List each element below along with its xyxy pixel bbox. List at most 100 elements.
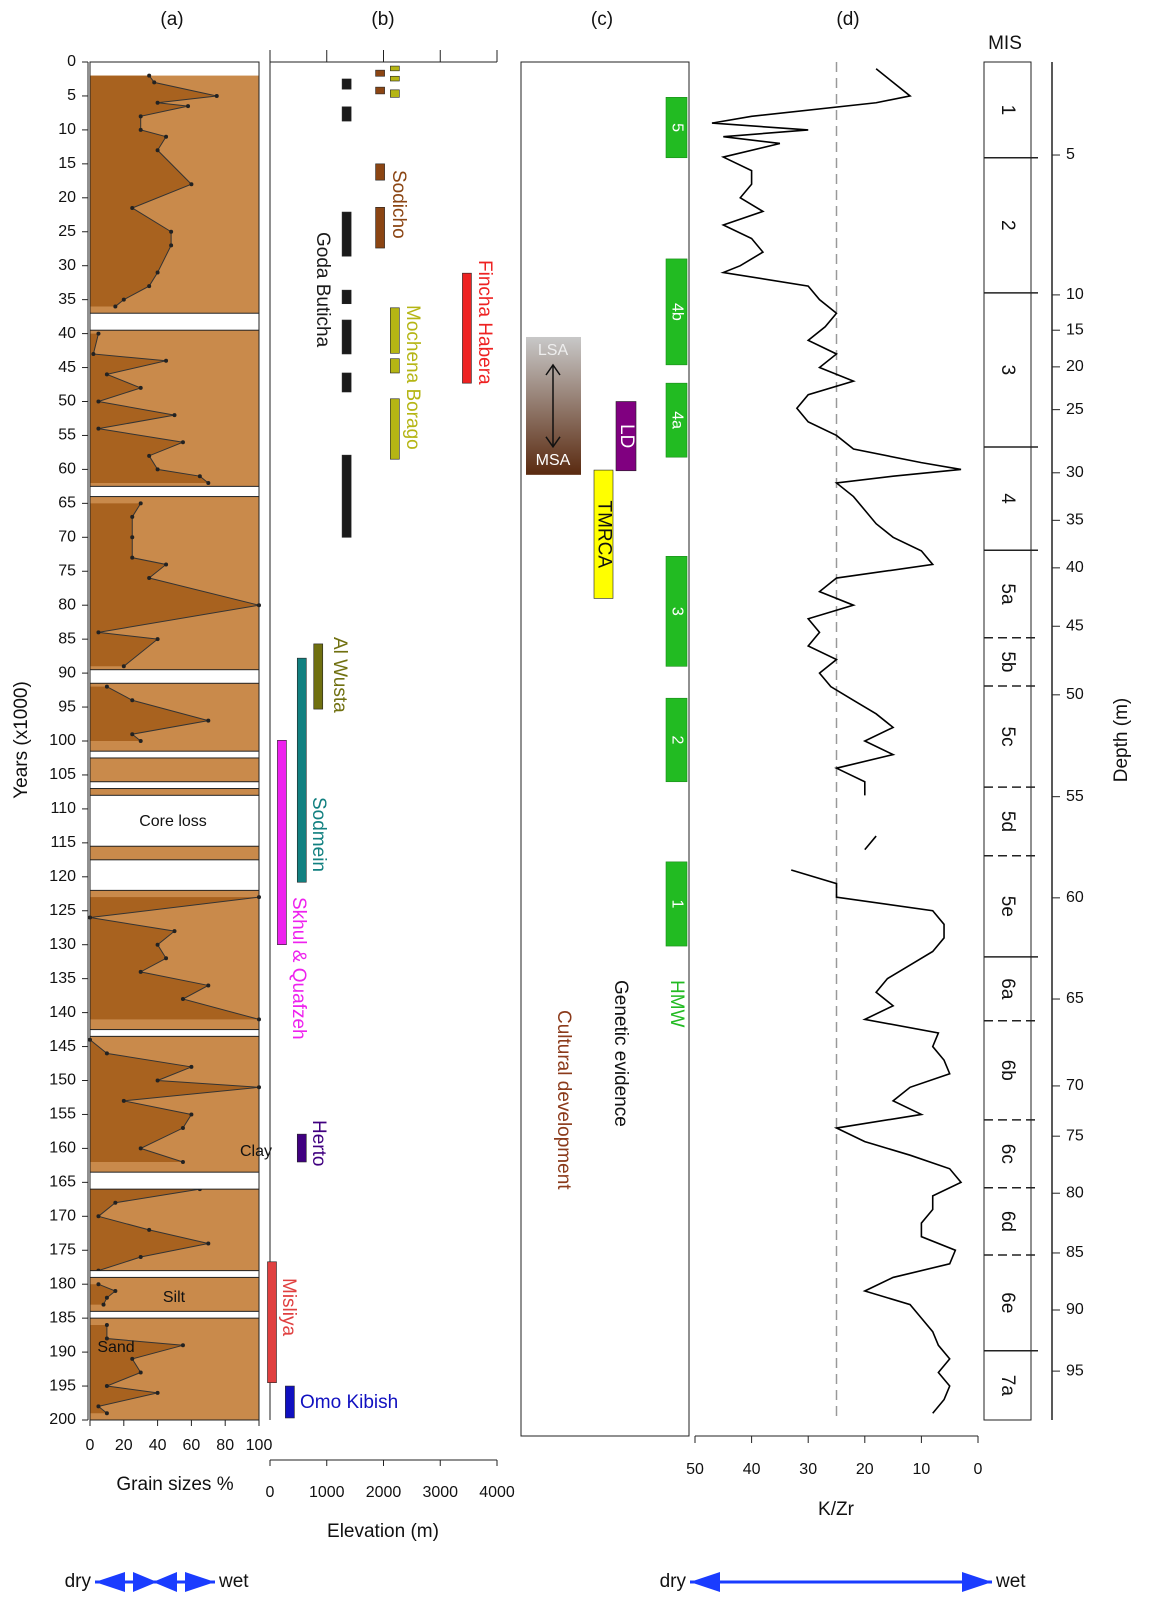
grain-size-point	[164, 562, 169, 567]
depth-tick-label: 60	[1066, 889, 1084, 906]
depth-tick-label: 35	[1066, 512, 1084, 529]
y-tick-label: 135	[49, 970, 76, 987]
grain-size-point	[121, 297, 126, 302]
grain-size-point	[104, 1295, 109, 1300]
grain-size-point	[130, 535, 135, 540]
site-age-range	[390, 65, 400, 72]
arrow-head	[153, 1572, 177, 1592]
y-tick-label: 120	[49, 868, 76, 885]
y-tick-label: 45	[58, 359, 76, 376]
site-age-range	[375, 69, 385, 77]
y-tick-label: 185	[49, 1309, 76, 1326]
y-tick-label: 115	[50, 834, 76, 851]
fine-fraction-fill	[90, 897, 259, 1020]
grain-size-point	[130, 698, 135, 703]
site-label: Misliya	[278, 1278, 299, 1336]
y-tick-label: 155	[49, 1106, 76, 1123]
y-tick-label: 35	[58, 291, 76, 308]
grain-size-point	[155, 942, 160, 947]
mis-frame	[983, 61, 1032, 1421]
grain-size-point	[104, 1322, 109, 1327]
x-tick-label: 100	[246, 1437, 273, 1454]
core-gap	[89, 1171, 260, 1190]
grain-size-point	[155, 270, 160, 275]
y-tick-label: 95	[58, 698, 76, 715]
y-tick-label: 145	[49, 1038, 76, 1055]
site-label: Goda Buticha	[312, 232, 333, 348]
grain-size-point	[155, 1390, 160, 1395]
grain-size-point	[180, 1159, 185, 1164]
site-age-range	[313, 643, 324, 710]
y-tick-label: 80	[58, 596, 76, 613]
site-label: Herto	[308, 1120, 329, 1166]
annotation: Sand	[97, 1339, 134, 1356]
arrow-head	[690, 1572, 720, 1592]
site-age-range	[341, 319, 352, 355]
grain-size-point	[101, 1302, 106, 1307]
grain-size-point	[164, 358, 169, 363]
depth-tick-label: 70	[1066, 1077, 1084, 1094]
core-gap	[89, 1029, 260, 1037]
y-tick-label: 30	[58, 257, 76, 274]
grain-size-point	[214, 93, 219, 98]
arrow-head	[133, 1572, 157, 1592]
site-age-range	[267, 1261, 277, 1383]
core-gap	[89, 312, 260, 331]
stage-label: 7a	[997, 1375, 1018, 1397]
kzr-line	[711, 68, 963, 1414]
y-tick-label: 105	[49, 766, 76, 783]
arrow-head	[185, 1572, 215, 1592]
site-age-range	[341, 454, 352, 538]
grain-size-point	[164, 134, 169, 139]
genetic-box	[615, 401, 637, 472]
site-age-range	[390, 75, 400, 82]
stage-label: 3	[997, 365, 1018, 376]
depth-tick-label: 95	[1066, 1362, 1084, 1379]
site-age-range	[285, 1385, 295, 1419]
grain-size-point	[138, 1146, 143, 1151]
site-age-range	[296, 1133, 307, 1163]
grain-size-point	[189, 1112, 194, 1117]
x-tick-label: 0	[266, 1484, 275, 1501]
hmw-box	[665, 556, 688, 667]
grain-size-point	[172, 929, 177, 934]
x-tick-label: 30	[799, 1461, 817, 1478]
stage-label: 5c	[997, 727, 1018, 747]
y-tick-label: 90	[58, 664, 76, 681]
y-axis-title: Years (x1000)	[11, 681, 32, 799]
x-axis-title: Grain sizes %	[116, 1474, 233, 1495]
y-tick-label: 75	[58, 562, 76, 579]
site-label: Sodicho	[388, 170, 409, 239]
y-tick-label: 165	[49, 1174, 76, 1191]
x-axis-title: Elevation (m)	[327, 1521, 439, 1542]
y-tick-label: 140	[49, 1004, 76, 1021]
site-age-range	[341, 78, 352, 90]
x-axis-title: K/Zr	[818, 1499, 855, 1520]
hmw-label: 4a	[668, 411, 685, 429]
depth-tick-label: 40	[1066, 559, 1084, 576]
y-tick-label: 65	[58, 495, 76, 512]
grain-size-point	[138, 969, 143, 974]
grain-size-point	[113, 1288, 118, 1293]
depth-axis-title: Depth (m)	[1111, 698, 1132, 782]
y-tick-label: 50	[58, 393, 76, 410]
x-tick-label: 3000	[422, 1484, 458, 1501]
grain-size-point	[121, 1098, 126, 1103]
direction-label: dry	[65, 1571, 92, 1592]
panel-c-frame	[520, 61, 690, 1437]
grain-size-point	[130, 205, 135, 210]
y-tick-label: 195	[49, 1377, 76, 1394]
hmw-box	[665, 97, 688, 159]
grain-size-point	[96, 1214, 101, 1219]
grain-size-point	[164, 956, 169, 961]
site-label: Mochena Borago	[402, 305, 423, 450]
site-label: Omo Kibish	[300, 1392, 398, 1413]
y-tick-label: 60	[58, 461, 76, 478]
grain-size-point	[172, 413, 177, 418]
grain-size-point	[138, 1370, 143, 1375]
site-age-range	[390, 398, 400, 460]
site-age-range	[462, 272, 472, 384]
depth-tick-label: 80	[1066, 1184, 1084, 1201]
stage-label: 6e	[997, 1292, 1018, 1313]
grain-size-point	[206, 983, 211, 988]
